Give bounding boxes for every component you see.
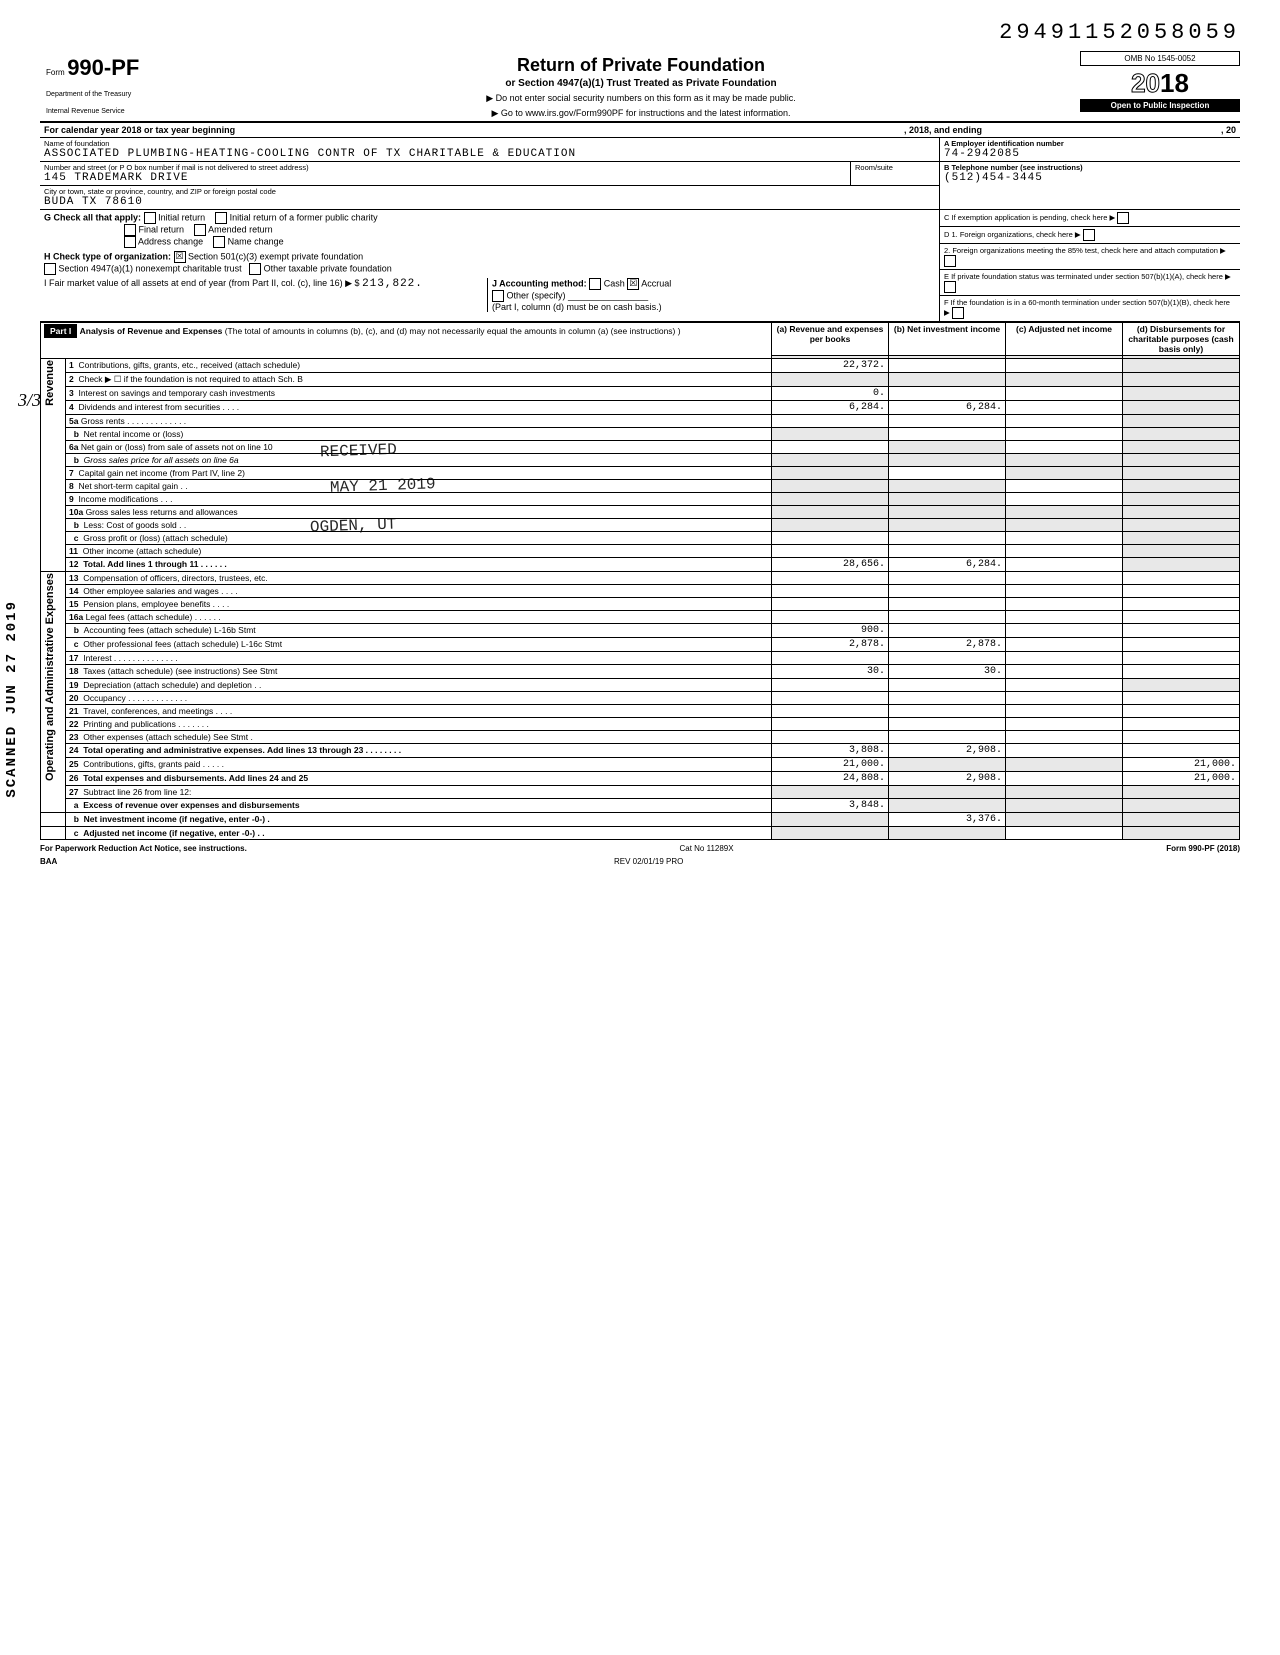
form-number: 990-PF bbox=[67, 55, 139, 80]
chk-name[interactable] bbox=[213, 236, 225, 248]
g-row: G Check all that apply: Initial return I… bbox=[44, 212, 935, 248]
chk-c[interactable] bbox=[1117, 212, 1129, 224]
dln: 29491152058059 bbox=[40, 20, 1240, 45]
chk-d2[interactable] bbox=[944, 255, 956, 267]
side-c: C If exemption application is pending, c… bbox=[940, 210, 1240, 227]
omb: OMB No 1545-0052 bbox=[1080, 51, 1240, 66]
chk-f[interactable] bbox=[952, 307, 964, 319]
col-d: (d) Disbursements for charitable purpose… bbox=[1123, 323, 1240, 356]
period-mid: , 2018, and ending bbox=[904, 125, 982, 135]
chk-501c3[interactable]: ☒ bbox=[174, 251, 186, 263]
side-e: E If private foundation status was termi… bbox=[940, 270, 1240, 296]
part1-title: Analysis of Revenue and Expenses bbox=[80, 326, 223, 336]
scanned-stamp: SCANNED JUN 27 2019 bbox=[4, 600, 20, 798]
opadm-label: Operating and Administrative Expenses bbox=[44, 573, 56, 781]
room-label: Room/suite bbox=[855, 163, 935, 172]
chk-initial-former[interactable] bbox=[215, 212, 227, 224]
part1-paren: (The total of amounts in columns (b), (c… bbox=[225, 326, 681, 336]
period-line: For calendar year 2018 or tax year begin… bbox=[44, 125, 235, 135]
form-title: Return of Private Foundation bbox=[208, 55, 1074, 76]
dept1: Department of the Treasury bbox=[46, 91, 196, 98]
form-header: Form 990-PF Department of the Treasury I… bbox=[40, 51, 1240, 123]
received-stamp: RECEIVED bbox=[320, 441, 397, 462]
side-d1: D 1. Foreign organizations, check here ▶ bbox=[940, 227, 1240, 244]
chk-amended[interactable] bbox=[194, 224, 206, 236]
chk-4947[interactable] bbox=[44, 263, 56, 275]
part1-table: Part I Analysis of Revenue and Expenses … bbox=[40, 322, 1240, 840]
year-outline: 20 bbox=[1131, 68, 1160, 98]
i-row: I Fair market value of all assets at end… bbox=[44, 278, 935, 312]
ein-label: A Employer identification number bbox=[944, 139, 1236, 148]
col-a: (a) Revenue and expenses per books bbox=[772, 323, 889, 356]
col-b: (b) Net investment income bbox=[889, 323, 1006, 356]
foundation-addr: 145 TRADEMARK DRIVE bbox=[44, 172, 846, 184]
chk-initial[interactable] bbox=[144, 212, 156, 224]
page-fraction: 3/3 bbox=[18, 390, 41, 411]
chk-d1[interactable] bbox=[1083, 229, 1095, 241]
foundation-city: BUDA TX 78610 bbox=[44, 196, 935, 208]
foundation-name: ASSOCIATED PLUMBING-HEATING-COOLING CONT… bbox=[44, 148, 935, 160]
fmv: 213,822. bbox=[362, 278, 423, 290]
chk-accrual[interactable]: ☒ bbox=[627, 278, 639, 290]
tel-label: B Telephone number (see instructions) bbox=[944, 163, 1236, 172]
h-row: H Check type of organization: ☒ Section … bbox=[44, 251, 935, 275]
received-date-stamp: MAY 21 2019 bbox=[330, 475, 436, 497]
part1-hdr: Part I bbox=[44, 324, 77, 338]
revenue-label: Revenue bbox=[44, 360, 56, 406]
footer2: BAA REV 02/01/19 PRO bbox=[40, 857, 1240, 866]
tel: (512)454-3445 bbox=[944, 172, 1236, 184]
footer: For Paperwork Reduction Act Notice, see … bbox=[40, 844, 1240, 853]
city-label: City or town, state or province, country… bbox=[44, 187, 935, 196]
side-f: F If the foundation is in a 60-month ter… bbox=[940, 296, 1240, 321]
form-note2: ▶ Go to www.irs.gov/Form990PF for instru… bbox=[208, 108, 1074, 119]
ein: 74-2942085 bbox=[944, 148, 1236, 160]
chk-cash[interactable] bbox=[589, 278, 601, 290]
form-subtitle: or Section 4947(a)(1) Trust Treated as P… bbox=[208, 78, 1074, 89]
year-solid: 18 bbox=[1160, 68, 1189, 98]
chk-e[interactable] bbox=[944, 281, 956, 293]
chk-addr[interactable] bbox=[124, 236, 136, 248]
form-note1: ▶ Do not enter social security numbers o… bbox=[208, 93, 1074, 104]
name-label: Name of foundation bbox=[44, 139, 935, 148]
chk-other-tax[interactable] bbox=[249, 263, 261, 275]
form-prefix: Form bbox=[46, 68, 65, 77]
open-inspection: Open to Public Inspection bbox=[1080, 99, 1240, 112]
side-d2: 2. Foreign organizations meeting the 85%… bbox=[940, 244, 1240, 270]
period-end: , 20 bbox=[1221, 125, 1236, 135]
addr-label: Number and street (or P O box number if … bbox=[44, 163, 846, 172]
ogden-stamp: OGDEN, UT bbox=[310, 515, 397, 536]
chk-final[interactable] bbox=[124, 224, 136, 236]
chk-other[interactable] bbox=[492, 290, 504, 302]
dept2: Internal Revenue Service bbox=[46, 108, 196, 115]
col-c: (c) Adjusted net income bbox=[1006, 323, 1123, 356]
